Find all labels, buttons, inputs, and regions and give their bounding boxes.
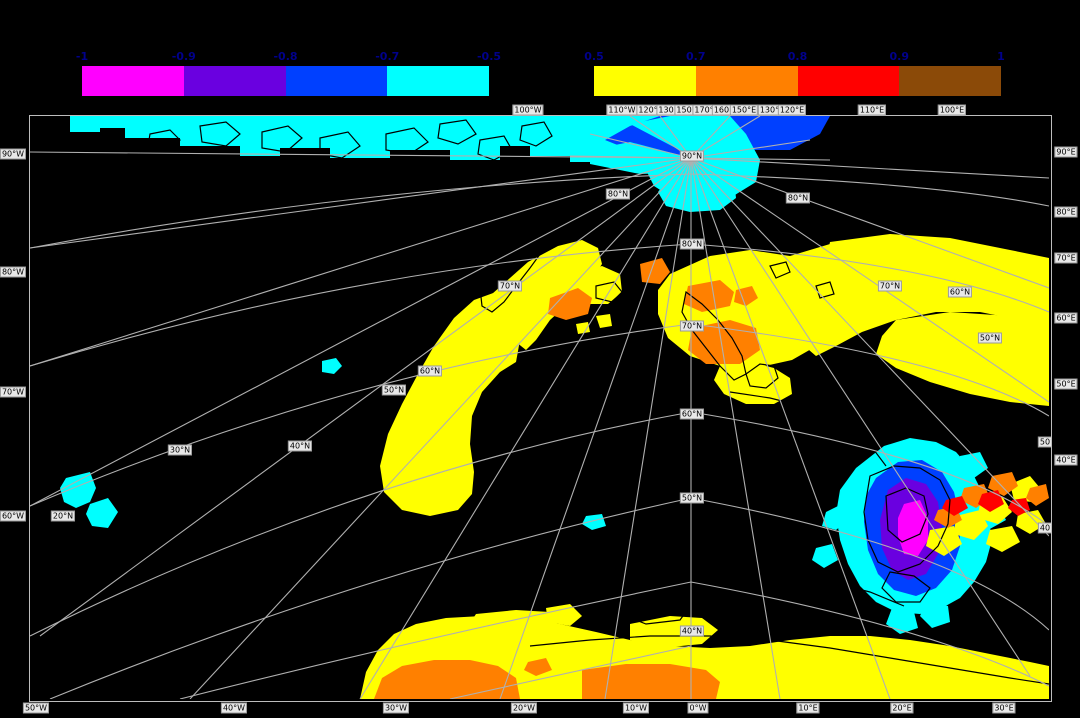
region-russia-yellow-band-2: [876, 312, 1049, 406]
positive-correlation-colorbar-segment-3: [899, 66, 1001, 96]
map-svg: [30, 116, 1049, 699]
region-black-sea-anticorrelation: [812, 438, 1006, 634]
region-small-yellow-dot-a: [596, 314, 612, 328]
region-south-yellow-east-strip: [786, 650, 1049, 692]
right-lon-label-2: 70°E: [1054, 252, 1078, 264]
positive-correlation-colorbar-tick-3: 0.9: [889, 50, 910, 63]
top-lon-label-0: 100°W: [512, 104, 544, 116]
positive-correlation-colorbar-segment-1: [695, 66, 798, 96]
region-subtropical-cyan-patch: [60, 472, 96, 508]
left-lon-label-3: 60°W: [0, 510, 27, 522]
negative-correlation-colorbar-segment-1: [183, 66, 286, 96]
right-lon-label-1: 80°E: [1054, 206, 1078, 218]
interior-lat-label-18: 40°N: [1037, 522, 1051, 534]
bottom-lon-label-2: 30°W: [382, 702, 410, 714]
region-greenland-orange-core: [548, 288, 592, 320]
region-south-orange-core: [374, 660, 520, 699]
top-lon-label-10: 110°E: [857, 104, 887, 116]
interior-lat-label-5: 40°N: [679, 625, 705, 637]
bottom-lon-label-5: 0°W: [687, 702, 709, 714]
positive-correlation-colorbar-tick-1: 0.7: [686, 50, 706, 63]
interior-lat-label-6: 80°N: [605, 188, 631, 200]
top-lon-label-9: 120°E: [777, 104, 807, 116]
region-arctic-cyan-west: [70, 116, 150, 132]
interior-lat-label-1: 80°N: [679, 238, 705, 250]
right-lon-label-4: 50°E: [1054, 378, 1078, 390]
left-lon-label-2: 70°W: [0, 386, 27, 398]
interior-lat-label-10: 60°N: [417, 365, 443, 377]
region-atlantic-cyan-speck: [322, 358, 342, 374]
negative-correlation-colorbar-tick-4: -0.5: [476, 50, 502, 63]
interior-lat-label-13: 50°N: [977, 332, 1003, 344]
positive-correlation-colorbar: [594, 66, 1001, 96]
positive-correlation-colorbar-tick-0: 0.5: [584, 50, 604, 63]
interior-lat-label-17: 50°N: [1037, 436, 1051, 448]
negative-correlation-colorbar: [82, 66, 489, 96]
interior-lat-label-9: 70°N: [877, 280, 903, 292]
bottom-lon-label-6: 10°E: [796, 702, 820, 714]
negative-correlation-colorbar-tick-1: -0.9: [171, 50, 196, 63]
bottom-lon-label-7: 20°E: [890, 702, 914, 714]
right-lon-label-5: 40°E: [1054, 454, 1078, 466]
region-south-orange-core-2: [582, 664, 720, 699]
coastlines: [147, 119, 1049, 685]
right-lon-label-0: 90°E: [1054, 146, 1078, 158]
interior-lat-label-14: 40°N: [287, 440, 313, 452]
negative-correlation-colorbar-segment-0: [82, 66, 184, 96]
region-arctic-cyan-band: [70, 116, 690, 166]
negative-correlation-colorbar-tick-3: -0.7: [375, 50, 400, 63]
interior-lat-label-4: 50°N: [679, 492, 705, 504]
region-cyan-dot-center: [582, 514, 606, 530]
interior-lat-label-2: 70°N: [679, 320, 705, 332]
region-scandinavia-orange: [684, 280, 734, 312]
bottom-lon-label-0: 50°W: [22, 702, 50, 714]
region-greenland-belt: [492, 240, 602, 350]
positive-correlation-colorbar-segment-0: [594, 66, 696, 96]
interior-lat-label-0: 90°N: [679, 150, 705, 162]
left-lon-label-1: 80°W: [0, 266, 27, 278]
bottom-lon-label-8: 30°E: [992, 702, 1016, 714]
interior-lat-label-16: 20°N: [50, 510, 76, 522]
region-subtropical-cyan-patch-2: [86, 498, 118, 528]
bottom-lon-label-3: 20°W: [510, 702, 538, 714]
positive-correlation-colorbar-tick-2: 0.8: [787, 50, 808, 63]
negative-correlation-colorbar-segment-2: [285, 66, 388, 96]
region-north-atlantic-tongue: [380, 292, 516, 516]
negative-correlation-colorbar-segment-3: [387, 66, 489, 96]
data-layer-positive: [360, 234, 1049, 699]
top-lon-label-1: 110°W: [606, 104, 638, 116]
top-lon-label-11: 100°E: [937, 104, 967, 116]
map-clip: 90°N 80°N 70°N 60°N 50°N 40°N 80°N 80°N 70°N 70°N…: [30, 116, 1051, 701]
negative-correlation-colorbar-tick-0: -1: [75, 50, 89, 63]
map-plot-area: 90°N 80°N 70°N 60°N 50°N 40°N 80°N 80°N 70°N 70°N…: [29, 115, 1052, 702]
interior-lat-label-3: 60°N: [679, 408, 705, 420]
interior-lat-label-11: 60°N: [947, 286, 973, 298]
interior-lat-label-12: 50°N: [381, 384, 407, 396]
left-lon-label-0: 90°W: [0, 148, 27, 160]
region-russia-yellow-band: [802, 234, 1049, 356]
region-south-yellow-lobe-2: [546, 604, 582, 626]
region-greenland-orange-core-2: [640, 258, 670, 284]
positive-correlation-colorbar-segment-2: [797, 66, 900, 96]
blob-magenta-core: [898, 500, 928, 556]
bottom-lon-label-1: 40°W: [220, 702, 248, 714]
bottom-lon-label-4: 10°W: [622, 702, 650, 714]
top-lon-label-7: 150°E: [729, 104, 759, 116]
region-south-yellow-band: [360, 616, 1049, 699]
region-scandinavia-yellow-ext: [714, 362, 792, 404]
region-pole-cyan-lobe: [658, 168, 736, 212]
right-lon-label-3: 60°E: [1054, 312, 1078, 324]
interior-lat-label-15: 30°N: [167, 444, 193, 456]
region-south-yellow-lobe: [630, 616, 718, 648]
region-south-orange-dot: [524, 658, 552, 676]
region-small-yellow-dot-b: [576, 322, 590, 334]
graticule: [30, 116, 1049, 699]
negative-correlation-colorbar-tick-2: -0.8: [273, 50, 298, 63]
positive-correlation-colorbar-tick-4: 1: [997, 50, 1005, 63]
interior-lat-label-7: 80°N: [785, 192, 811, 204]
interior-lat-label-8: 70°N: [497, 280, 523, 292]
